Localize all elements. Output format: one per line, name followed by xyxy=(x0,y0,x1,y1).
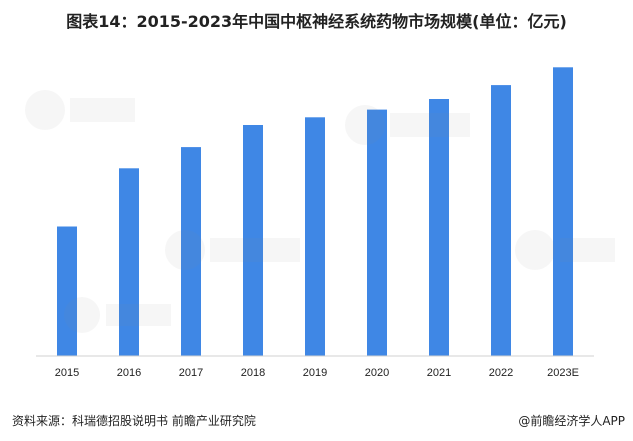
x-tick-label: 2022 xyxy=(489,367,513,379)
x-tick-label: 2019 xyxy=(303,367,327,379)
bar-2018 xyxy=(243,125,263,356)
bars-group xyxy=(57,67,573,357)
x-tick-labels: 2015 2016 2017 2018 2019 2020 2021 2022 2023E xyxy=(55,367,579,379)
bar-2017 xyxy=(181,147,201,356)
bar-2021 xyxy=(429,99,449,356)
source-note: 资料来源：科瑞德招股说明书 前瞻产业研究院 xyxy=(12,414,256,428)
x-tick-label: 2021 xyxy=(427,367,451,379)
bar-2019 xyxy=(305,117,325,356)
x-tick-label: 2018 xyxy=(241,367,265,379)
bar-2022 xyxy=(491,85,511,356)
x-tick-label: 2016 xyxy=(117,367,141,379)
bar-2016 xyxy=(119,168,139,356)
bar-2023E xyxy=(553,67,573,357)
x-tick-label: 2015 xyxy=(55,367,79,379)
bar-2020 xyxy=(367,109,387,356)
x-tick-label: 2020 xyxy=(365,367,389,379)
x-tick-label: 2023E xyxy=(547,367,579,379)
x-tick-label: 2017 xyxy=(179,367,203,379)
chart-title: 图表14：2015-2023年中国中枢神经系统药物市场规模(单位：亿元) xyxy=(66,12,567,31)
credit-note: @前瞻经济学人APP xyxy=(518,414,625,428)
bar-2015 xyxy=(57,226,77,356)
